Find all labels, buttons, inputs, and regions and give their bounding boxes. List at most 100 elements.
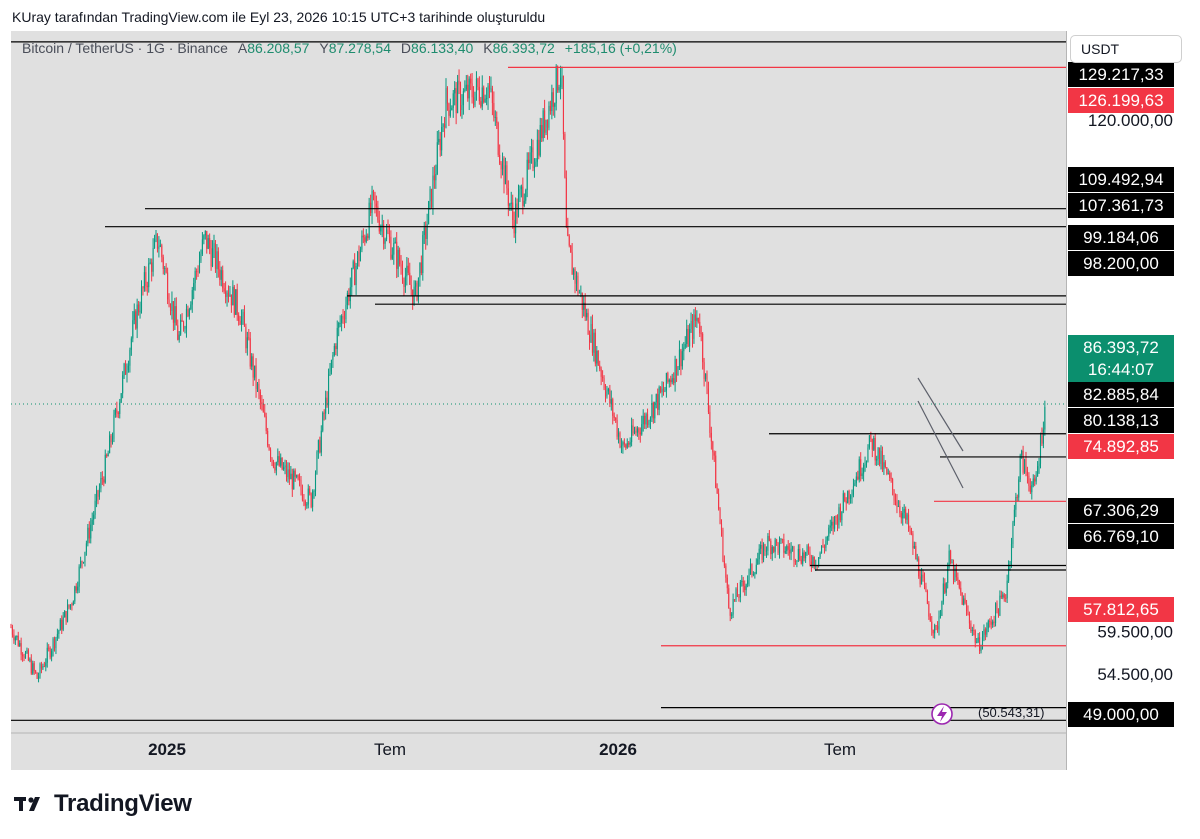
candle-body <box>375 203 377 207</box>
candle-body <box>268 445 270 450</box>
candle-body <box>719 508 721 524</box>
candle-body <box>277 456 279 463</box>
candle-body <box>87 527 89 544</box>
price-level-label[interactable] <box>1068 408 1174 433</box>
candle-body <box>56 633 58 638</box>
price-level-label[interactable] <box>1068 702 1174 727</box>
tradingview-logo[interactable]: TradingView <box>14 790 192 818</box>
symbol-legend[interactable]: Bitcoin / TetherUS · 1G · Binance A86.20… <box>22 40 677 56</box>
candle-body <box>335 346 337 350</box>
price-level-label[interactable] <box>1068 193 1174 218</box>
candle-body <box>510 202 512 205</box>
candle-body <box>739 581 741 598</box>
candle-body <box>899 506 901 514</box>
candle-body <box>103 479 105 483</box>
candle-body <box>793 547 795 562</box>
candle-body <box>810 561 812 566</box>
price-level-label[interactable] <box>1068 167 1174 192</box>
candle-body <box>55 637 57 649</box>
candle-body <box>251 356 253 367</box>
candle-body <box>474 91 476 106</box>
candle-body <box>615 417 617 421</box>
candle-body <box>957 577 959 581</box>
candle-body <box>117 412 119 414</box>
candle-body <box>732 599 734 615</box>
candle-body <box>684 343 686 348</box>
candle-body <box>790 548 792 554</box>
channel-upper-line[interactable] <box>917 377 964 452</box>
candle-body <box>918 558 920 577</box>
candle-body <box>841 511 843 521</box>
candle-body <box>706 373 708 389</box>
candle-body <box>249 338 251 367</box>
candle-body <box>242 312 244 317</box>
candle-body <box>452 93 454 108</box>
candle-body <box>343 318 346 320</box>
price-level-label[interactable] <box>1068 434 1174 459</box>
candle-body <box>371 191 373 214</box>
candle-body <box>829 525 831 528</box>
candle-body <box>812 556 814 566</box>
price-level-label[interactable] <box>1068 382 1174 407</box>
candle-body <box>1035 476 1037 482</box>
user-drawings <box>917 377 964 489</box>
candle-body <box>786 546 788 552</box>
candle-body <box>694 314 696 321</box>
price-level-label[interactable] <box>1068 88 1174 113</box>
price-level-label[interactable] <box>1068 498 1174 523</box>
candle-body <box>844 493 846 502</box>
candle-body <box>632 425 634 434</box>
price-level-label[interactable] <box>1068 62 1174 87</box>
candle-body <box>575 275 578 284</box>
candle-body <box>673 378 675 384</box>
candle-body <box>555 66 557 104</box>
price-level-label[interactable] <box>1068 251 1174 276</box>
candle-body <box>136 304 138 329</box>
candle-body <box>72 601 74 606</box>
brand-name: TradingView <box>54 790 192 817</box>
channel-lower-line[interactable] <box>917 400 964 489</box>
candle-body <box>403 280 405 287</box>
candle-body <box>512 202 514 221</box>
candle-body <box>797 548 799 561</box>
candle-body <box>258 383 260 392</box>
candle-body <box>1042 429 1044 444</box>
candle-body <box>241 316 243 325</box>
candle-body <box>383 224 385 244</box>
price-level-label[interactable] <box>1068 597 1174 622</box>
candle-body <box>1029 485 1031 493</box>
candle-body <box>552 92 554 107</box>
candle-body <box>1012 522 1014 544</box>
candle-body <box>393 242 395 255</box>
candle-body <box>873 438 875 450</box>
candle-body <box>127 365 129 371</box>
candle-body <box>301 490 303 501</box>
candle-body <box>578 292 580 294</box>
candle-body <box>77 586 79 591</box>
candle-body <box>162 257 164 269</box>
candle-body <box>11 627 13 635</box>
candle-body <box>100 478 102 489</box>
candle-body <box>138 304 140 313</box>
currency-selector-button[interactable]: USDT <box>1070 35 1182 63</box>
candle-body <box>897 506 899 507</box>
candle-body <box>14 637 16 641</box>
candle-body <box>225 291 227 297</box>
candle-body <box>61 619 63 630</box>
candle-body <box>503 158 505 185</box>
candle-body <box>821 545 823 554</box>
price-level-label[interactable] <box>1068 524 1174 549</box>
price-level-label[interactable] <box>1068 225 1174 250</box>
candle-body <box>665 372 667 391</box>
candle-body <box>606 391 608 397</box>
candle-body <box>142 287 144 289</box>
candle-body <box>726 577 728 589</box>
candle-body <box>167 272 169 300</box>
candle-body <box>763 544 765 560</box>
candle-body <box>680 349 682 367</box>
candle-body <box>851 494 853 496</box>
candle-body <box>839 507 841 521</box>
candle-body <box>36 672 38 679</box>
candle-body <box>64 611 66 618</box>
